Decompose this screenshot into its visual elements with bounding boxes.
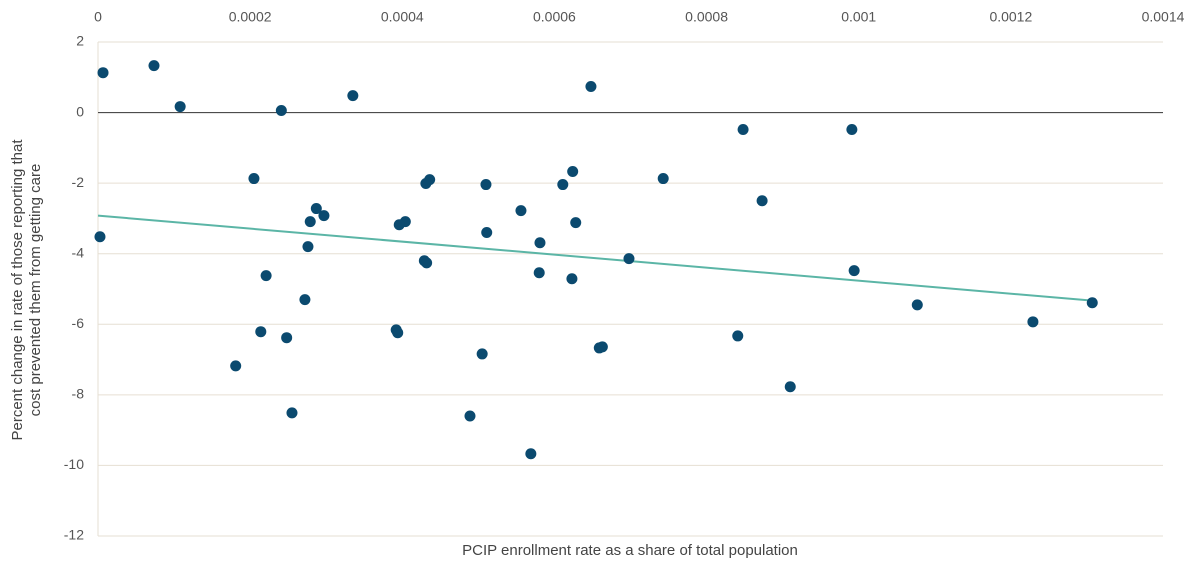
point bbox=[784, 381, 796, 393]
point bbox=[393, 219, 405, 231]
point bbox=[596, 341, 608, 353]
x-axis-title: PCIP enrollment rate as a share of total… bbox=[462, 542, 798, 559]
point bbox=[566, 273, 578, 285]
point bbox=[255, 326, 267, 338]
y-axis-title: cost prevented them from getting care bbox=[27, 164, 44, 417]
y-tick-label: -4 bbox=[72, 244, 85, 260]
y-tick-label: -12 bbox=[64, 527, 84, 543]
y-tick-label: -6 bbox=[72, 315, 85, 331]
point bbox=[174, 101, 186, 113]
point bbox=[420, 177, 432, 189]
point bbox=[533, 267, 545, 279]
point bbox=[310, 203, 322, 215]
y-tick-label: -8 bbox=[72, 386, 85, 402]
point bbox=[570, 217, 582, 229]
point bbox=[534, 237, 546, 249]
point bbox=[97, 67, 109, 79]
y-tick-label: -2 bbox=[72, 174, 85, 190]
point bbox=[585, 80, 597, 92]
point bbox=[515, 205, 527, 217]
point bbox=[302, 241, 314, 253]
point bbox=[623, 253, 635, 265]
point bbox=[260, 270, 272, 282]
point bbox=[480, 179, 492, 191]
point bbox=[911, 299, 923, 311]
point bbox=[248, 173, 260, 185]
point bbox=[657, 173, 669, 185]
x-tick-label: 0.0006 bbox=[533, 9, 576, 25]
point bbox=[281, 332, 293, 344]
trendline bbox=[97, 214, 1093, 302]
point bbox=[1027, 316, 1039, 328]
point bbox=[304, 216, 316, 228]
point bbox=[481, 227, 493, 239]
point bbox=[557, 179, 569, 191]
y-tick-label: 2 bbox=[76, 33, 84, 49]
x-tick-label: 0.0012 bbox=[989, 9, 1032, 25]
point bbox=[392, 327, 404, 339]
x-tick-label: 0.0002 bbox=[229, 9, 272, 25]
y-axis-title: Percent change in rate of those reportin… bbox=[9, 139, 26, 441]
point bbox=[756, 195, 768, 207]
y-tick-label: -10 bbox=[64, 456, 84, 472]
point bbox=[286, 407, 298, 419]
point bbox=[148, 60, 160, 72]
x-tick-label: 0.0008 bbox=[685, 9, 728, 25]
x-tick-label: 0.001 bbox=[841, 9, 876, 25]
point bbox=[846, 124, 858, 136]
point bbox=[476, 348, 488, 360]
point bbox=[1086, 297, 1098, 309]
point bbox=[94, 231, 106, 243]
point bbox=[464, 410, 476, 422]
point bbox=[421, 257, 433, 269]
point bbox=[848, 265, 860, 277]
point bbox=[230, 360, 242, 372]
x-tick-label: 0.0004 bbox=[381, 9, 424, 25]
point bbox=[732, 330, 744, 342]
point bbox=[567, 165, 579, 177]
point bbox=[347, 90, 359, 102]
point bbox=[525, 448, 537, 460]
point bbox=[318, 210, 330, 222]
point bbox=[737, 124, 749, 136]
point bbox=[299, 294, 311, 306]
point bbox=[275, 104, 287, 116]
x-tick-label: 0 bbox=[94, 9, 102, 25]
y-tick-label: 0 bbox=[76, 103, 84, 119]
x-tick-label: 0.0014 bbox=[1142, 9, 1185, 25]
